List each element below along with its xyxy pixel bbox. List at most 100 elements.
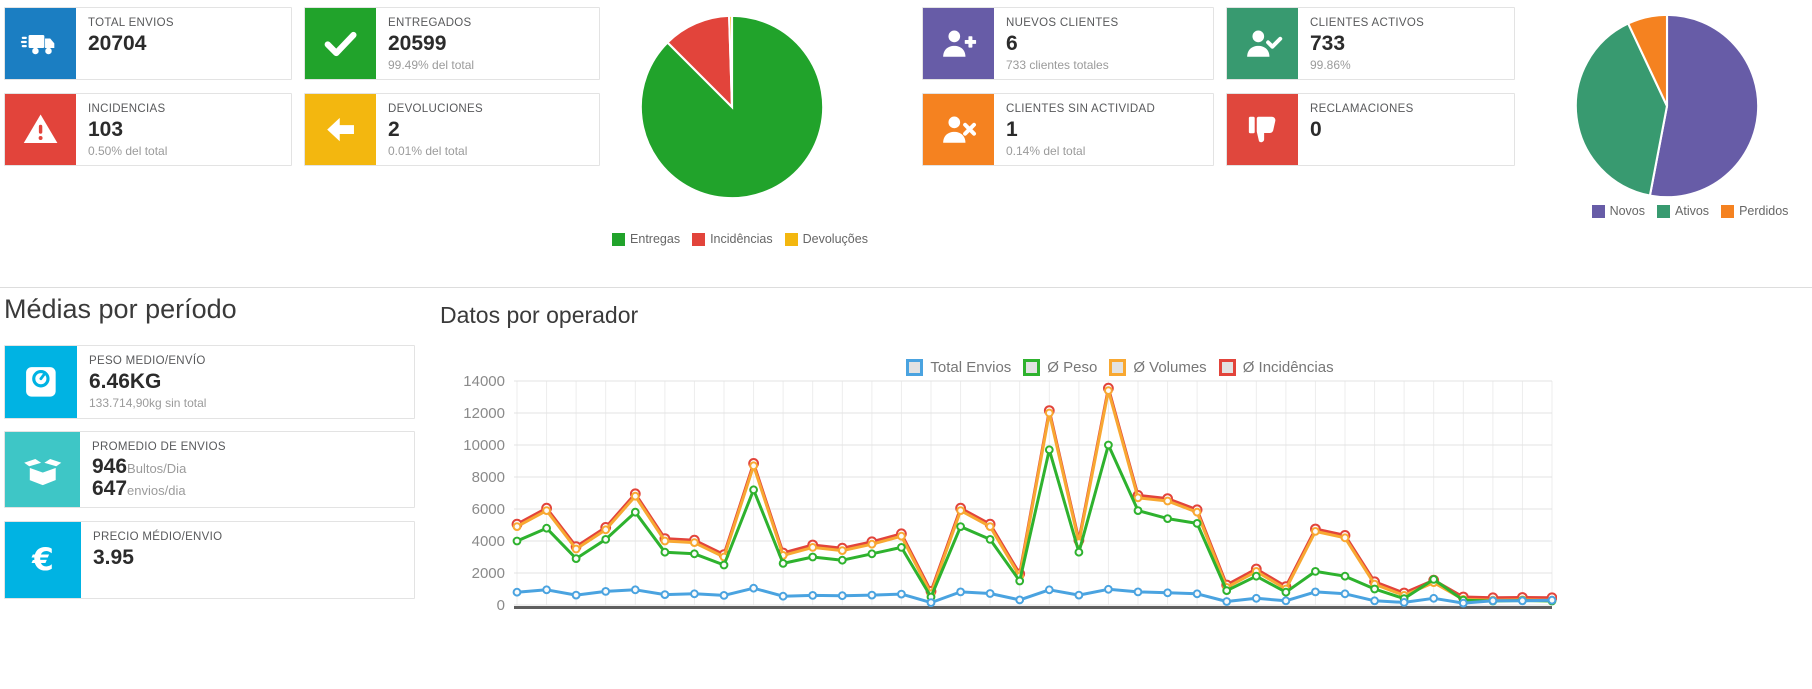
data-point-Total Envios[interactable]: [1311, 587, 1320, 597]
data-point-Total Envios[interactable]: [1015, 595, 1025, 605]
data-point-Total Envios[interactable]: [512, 587, 522, 597]
legend-item-Ø Volumes[interactable]: Ø Volumes: [1109, 359, 1207, 376]
data-point-Total Envios[interactable]: [926, 598, 936, 608]
envios-status-pie-chart[interactable]: [637, 12, 827, 202]
data-point-Ø Volumes[interactable]: [867, 539, 877, 549]
data-point-Total Envios[interactable]: [956, 587, 965, 597]
data-point-Ø Volumes[interactable]: [660, 536, 670, 546]
data-point-Ø Peso[interactable]: [1133, 506, 1143, 516]
legend-item-Incidências[interactable]: Incidências: [692, 232, 773, 246]
data-point-Total Envios[interactable]: [660, 590, 670, 600]
data-point-Ø Volumes[interactable]: [630, 491, 640, 501]
data-point-Total Envios[interactable]: [690, 589, 699, 599]
data-point-Ø Peso[interactable]: [1192, 519, 1202, 528]
data-point-Ø Peso[interactable]: [512, 536, 522, 546]
data-point-Ø Volumes[interactable]: [1192, 507, 1202, 517]
data-point-Ø Volumes[interactable]: [897, 531, 906, 541]
data-point-Ø Volumes[interactable]: [1311, 527, 1320, 536]
data-point-Ø Peso[interactable]: [1044, 445, 1054, 455]
data-point-Ø Volumes[interactable]: [1163, 496, 1172, 506]
data-point-Ø Volumes[interactable]: [571, 544, 581, 554]
data-point-Ø Peso[interactable]: [719, 560, 729, 570]
data-point-Ø Volumes[interactable]: [956, 506, 965, 516]
data-point-Total Envios[interactable]: [1429, 593, 1439, 603]
data-point-Ø Peso[interactable]: [1251, 571, 1261, 581]
data-point-Ø Peso[interactable]: [1222, 586, 1232, 596]
data-point-Ø Volumes[interactable]: [808, 543, 818, 552]
data-point-Ø Peso[interactable]: [630, 507, 640, 517]
data-point-Ø Volumes[interactable]: [837, 546, 847, 556]
data-point-Total Envios[interactable]: [1370, 596, 1379, 606]
data-point-Total Envios[interactable]: [542, 585, 551, 595]
data-point-Ø Peso[interactable]: [571, 554, 581, 564]
data-point-Ø Peso[interactable]: [542, 523, 551, 533]
data-point-Total Envios[interactable]: [808, 591, 818, 600]
data-point-Total Envios[interactable]: [837, 591, 847, 601]
data-point-Total Envios[interactable]: [1133, 587, 1143, 597]
data-point-Ø Peso[interactable]: [808, 552, 818, 562]
pie-slice-Entregas[interactable]: [639, 14, 825, 200]
data-point-Total Envios[interactable]: [1547, 595, 1557, 605]
data-point-Total Envios[interactable]: [1340, 589, 1350, 599]
data-point-Ø Peso[interactable]: [1074, 547, 1084, 557]
data-point-Ø Volumes[interactable]: [542, 506, 551, 516]
data-point-Total Envios[interactable]: [1488, 596, 1498, 606]
clientes-pie-chart[interactable]: [1572, 11, 1762, 201]
data-point-Ø Peso[interactable]: [601, 535, 611, 544]
pie-slice-Devoluções[interactable]: [728, 14, 734, 108]
legend-item-Entregas[interactable]: Entregas: [612, 232, 680, 246]
series-line-Total Envios[interactable]: [515, 586, 1554, 605]
data-point-Ø Volumes[interactable]: [749, 461, 759, 471]
data-point-Total Envios[interactable]: [985, 589, 995, 598]
data-point-Total Envios[interactable]: [571, 590, 581, 600]
pie-slice-Ativos[interactable]: [1574, 22, 1669, 197]
data-point-Ø Peso[interactable]: [1104, 440, 1113, 450]
data-point-Ø Volumes[interactable]: [690, 538, 699, 548]
data-point-Ø Peso[interactable]: [1429, 575, 1439, 584]
data-point-Ø Peso[interactable]: [985, 535, 995, 544]
data-point-Total Envios[interactable]: [749, 583, 759, 593]
data-point-Ø Peso[interactable]: [897, 543, 906, 552]
data-point-Total Envios[interactable]: [1074, 590, 1084, 600]
data-point-Ø Peso[interactable]: [1281, 587, 1291, 597]
legend-item-Perdidos[interactable]: Perdidos: [1721, 204, 1788, 218]
data-point-Ø Peso[interactable]: [1015, 576, 1025, 586]
legend-item-Ø Peso[interactable]: Ø Peso: [1023, 359, 1097, 376]
data-point-Total Envios[interactable]: [1518, 596, 1527, 606]
data-point-Total Envios[interactable]: [867, 590, 877, 600]
data-point-Total Envios[interactable]: [630, 585, 640, 595]
data-point-Ø Volumes[interactable]: [601, 525, 611, 535]
series-line-Ø Volumes[interactable]: [515, 389, 1554, 602]
data-point-Total Envios[interactable]: [601, 587, 611, 596]
data-point-Total Envios[interactable]: [719, 591, 729, 600]
data-point-Ø Volumes[interactable]: [1340, 533, 1350, 543]
data-point-Total Envios[interactable]: [778, 591, 788, 601]
data-point-Ø Volumes[interactable]: [1133, 493, 1143, 503]
data-point-Total Envios[interactable]: [1104, 584, 1113, 594]
legend-item-Ativos[interactable]: Ativos: [1657, 204, 1709, 218]
data-point-Total Envios[interactable]: [1281, 596, 1291, 606]
data-point-Total Envios[interactable]: [1399, 598, 1409, 607]
legend-item-Ø Incidências[interactable]: Ø Incidências: [1218, 359, 1334, 376]
data-point-Total Envios[interactable]: [1192, 589, 1202, 599]
data-point-Total Envios[interactable]: [1163, 588, 1172, 598]
data-point-Ø Peso[interactable]: [690, 549, 699, 559]
data-point-Ø Peso[interactable]: [749, 485, 759, 495]
data-point-Ø Volumes[interactable]: [1044, 408, 1054, 418]
data-point-Ø Volumes[interactable]: [1104, 386, 1113, 396]
data-point-Ø Peso[interactable]: [1163, 514, 1172, 524]
data-point-Ø Peso[interactable]: [778, 559, 788, 568]
data-point-Ø Peso[interactable]: [956, 522, 965, 532]
pie-slice-Novos[interactable]: [1648, 13, 1760, 199]
legend-item-Total Envios[interactable]: Total Envios: [906, 359, 1011, 376]
data-point-Ø Peso[interactable]: [1340, 571, 1350, 581]
pie-slice-Incidências[interactable]: [666, 14, 734, 110]
data-point-Ø Peso[interactable]: [660, 547, 670, 557]
data-point-Ø Volumes[interactable]: [985, 522, 995, 532]
data-point-Ø Peso[interactable]: [837, 555, 847, 565]
legend-item-Novos[interactable]: Novos: [1591, 204, 1645, 218]
data-point-Total Envios[interactable]: [1251, 593, 1261, 603]
data-point-Ø Peso[interactable]: [1311, 567, 1320, 576]
data-point-Ø Peso[interactable]: [867, 549, 877, 559]
data-point-Total Envios[interactable]: [1044, 585, 1054, 595]
